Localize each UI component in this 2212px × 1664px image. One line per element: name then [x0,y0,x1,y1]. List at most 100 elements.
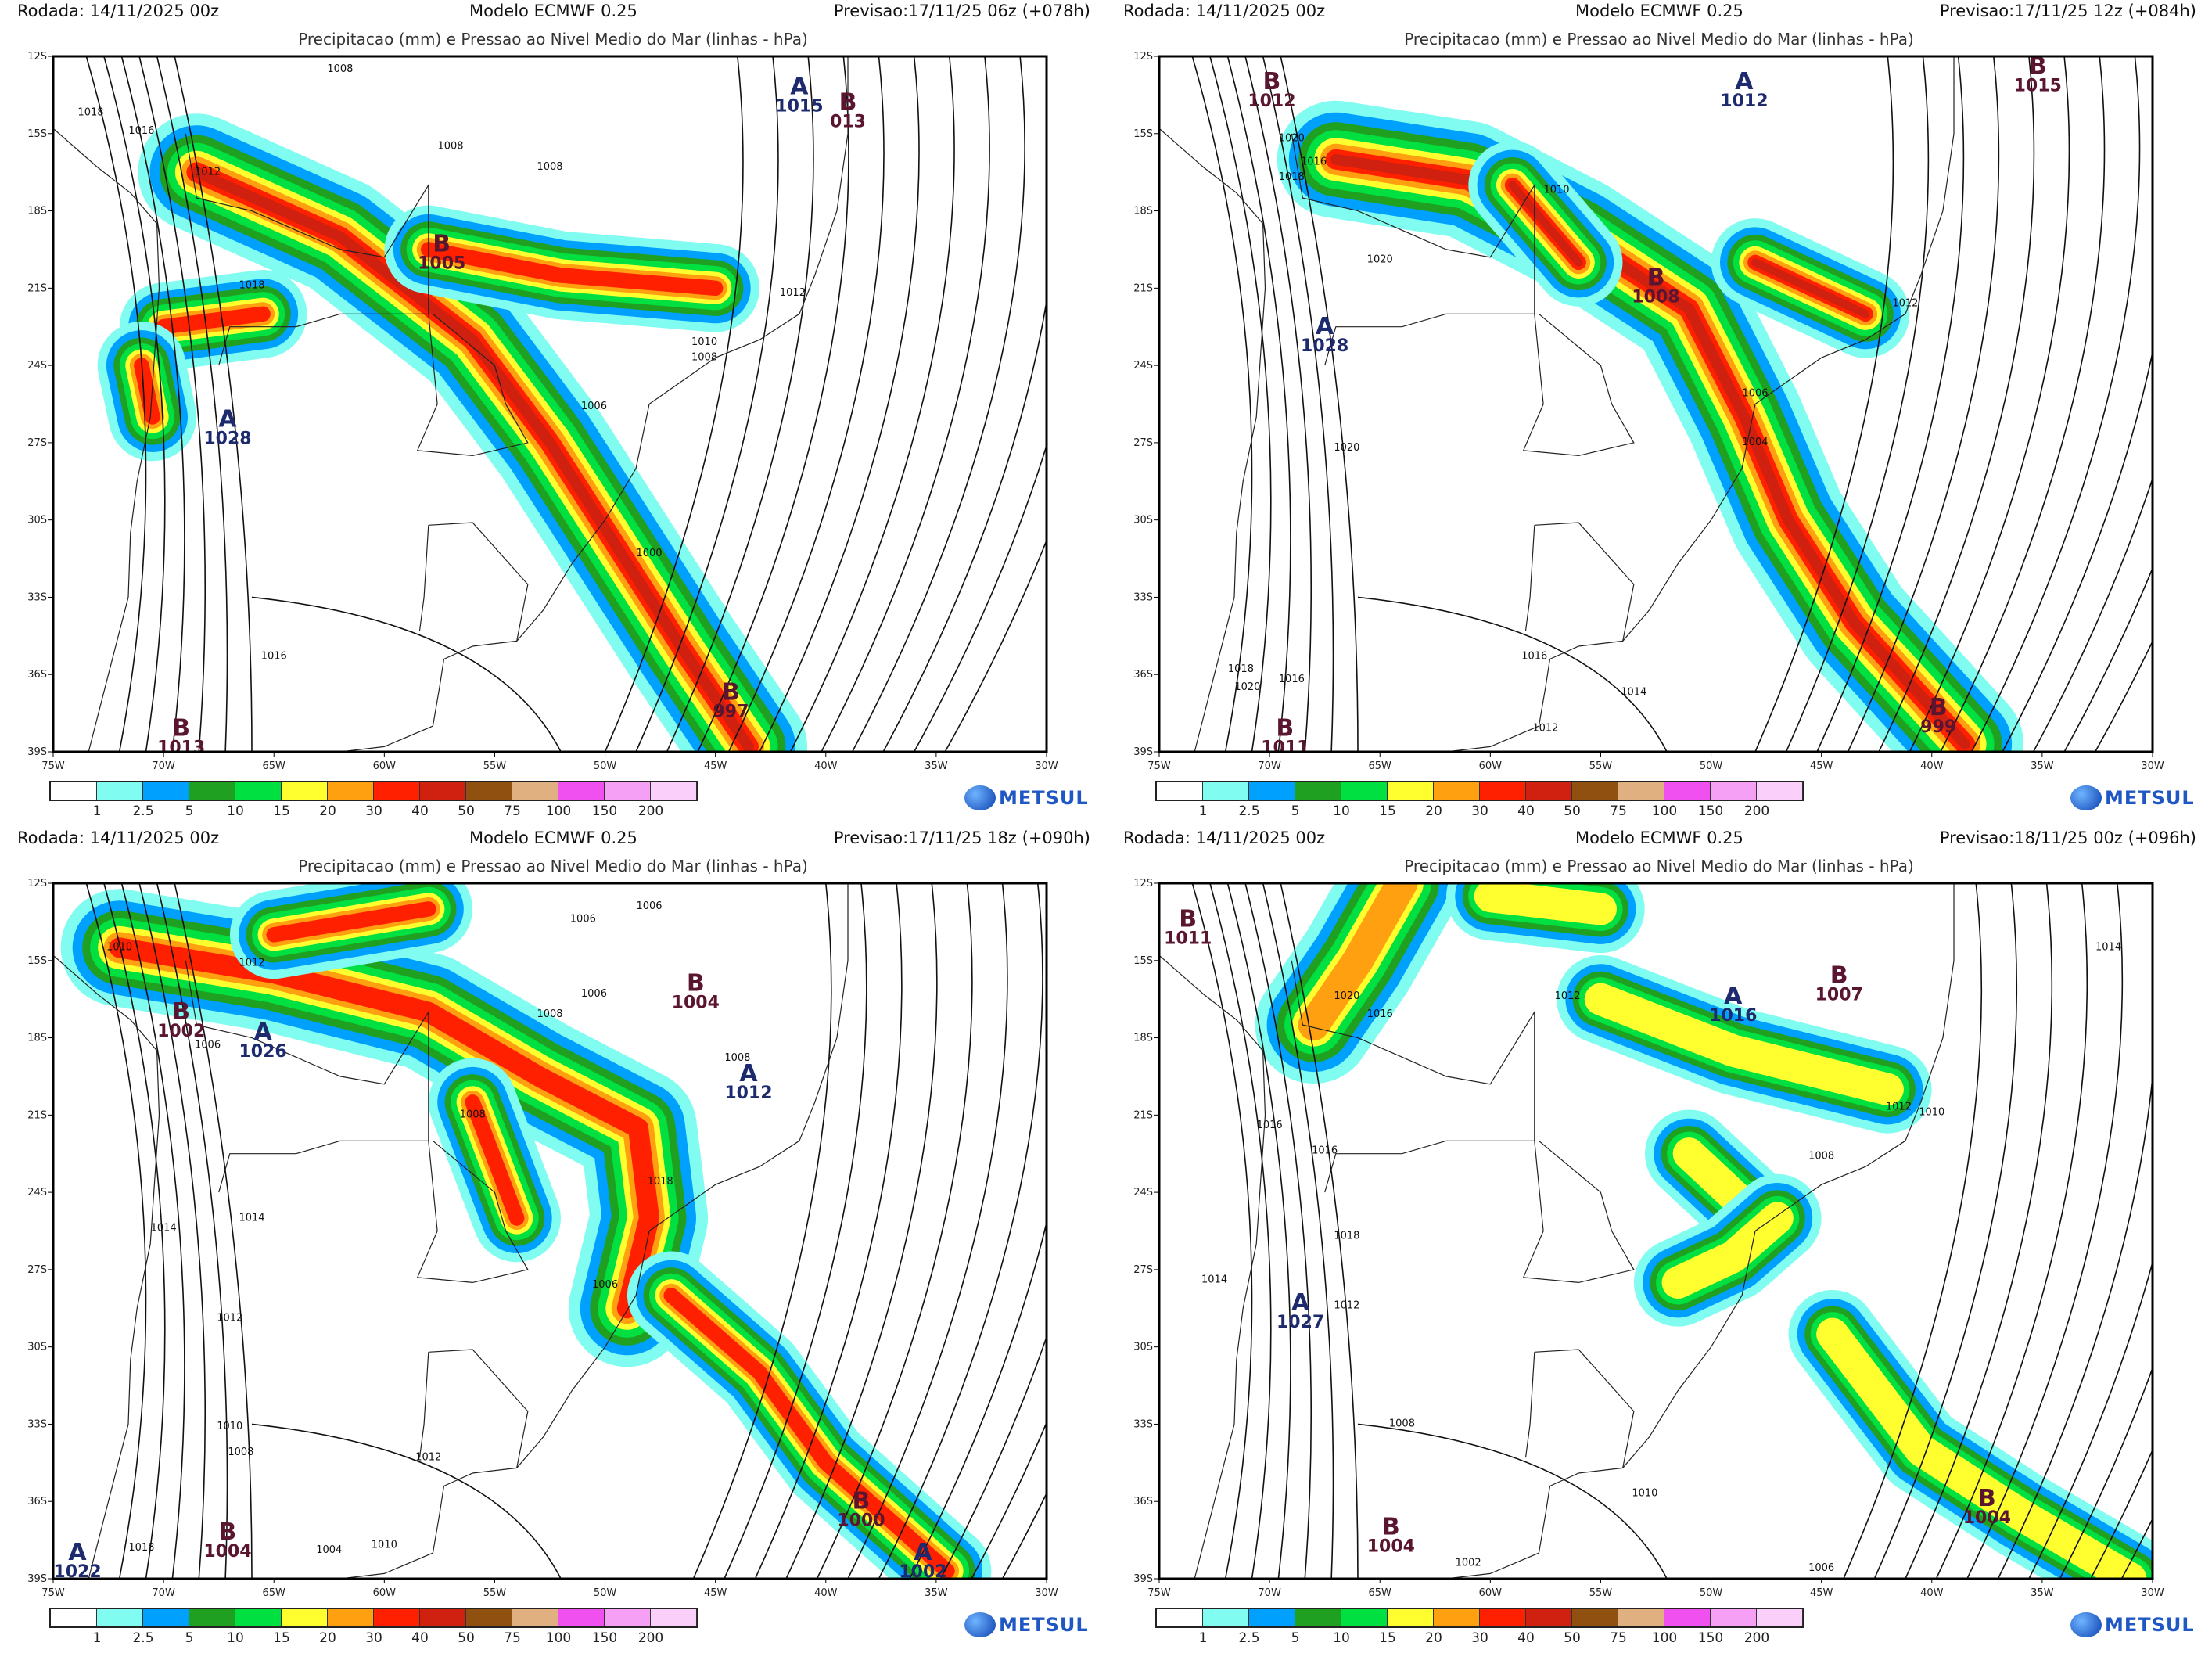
colorbar-label: 20 [1425,1630,1442,1646]
pressure-center-value: 1028 [1301,336,1348,356]
colorbar-swatch [1711,1609,1757,1626]
colorbar-label: 2.5 [1238,1630,1260,1646]
low-pressure-marker: B [1930,694,1948,721]
colorbar-swatch [143,782,189,800]
colorbar-swatch [466,782,512,800]
isobar-line [2028,1260,2153,1579]
colorbar-label: 15 [273,1630,290,1646]
colorbar-swatch [1757,1609,1803,1626]
longitude-tick-label: 30W [2141,1587,2164,1599]
high-pressure-marker: A [790,74,809,101]
isobar-label: 1006 [636,900,662,912]
isobar-line [1357,1423,1668,1579]
longitude-tick-label: 35W [2031,1587,2054,1599]
precip-contour [1661,1202,1794,1299]
latitude-tick-label: 21S [1133,282,1153,294]
colorbar-swatch [466,1609,512,1626]
precipitation-colorbar [1155,781,1804,801]
isobar-label: 1012 [217,1313,242,1324]
globe-icon [2070,785,2102,810]
longitude-tick-label: 75W [1147,760,1171,772]
map-title: Precipitacao (mm) e Pressao ao Nivel Med… [1404,30,1914,49]
colorbar-label: 30 [1471,803,1488,819]
isobar-label: 1006 [195,1040,221,1051]
colorbar-swatch [1480,782,1526,800]
colorbar-swatch [558,1609,605,1626]
colorbar-label: 10 [1333,1630,1350,1646]
forecast-panel: Rodada: 14/11/2025 00z Modelo ECMWF 0.25 P… [0,827,1106,1659]
isobar-line [1262,883,1334,1579]
isobar-label: 1014 [1201,1274,1227,1285]
pressure-center-value: 1007 [1815,986,1863,1005]
isobar-line [1226,883,1291,1579]
isobar-line [1909,56,2070,752]
isobar-line [2059,1366,2153,1579]
isobar-line [85,883,147,1579]
coastline [416,313,529,457]
colorbar-swatch [374,1609,420,1626]
isobar-label: 1012 [415,1452,441,1464]
isobar-line [85,56,147,752]
longitude-tick-label: 70W [152,760,175,772]
high-pressure-marker: A [1316,313,1334,340]
longitude-tick-label: 60W [373,1587,397,1599]
low-pressure-marker: B [722,678,740,706]
globe-icon [964,1612,996,1637]
low-pressure-marker: B [852,1487,870,1515]
low-pressure-marker: B [219,1518,237,1546]
colorbar-swatch [1341,1609,1388,1626]
precip-contour [1584,983,1904,1106]
colorbar-swatch [1572,782,1618,800]
pressure-center-value: 1011 [1261,739,1309,758]
colorbar-swatch [1341,782,1388,800]
low-pressure-marker: B [433,231,451,258]
isobar-label: 1006 [581,988,607,1000]
isobar-line [138,56,206,752]
low-pressure-marker: B [1262,68,1280,95]
longitude-tick-label: 50W [594,1587,617,1599]
isobar-label: 1012 [1334,1299,1359,1311]
colorbar-label: 20 [319,803,336,819]
colorbar-label: 75 [504,803,521,819]
isobar-line [120,56,185,752]
coastline [418,525,429,631]
forecast-panel: Rodada: 14/11/2025 00z Modelo ECMWF 0.25 P… [1106,827,2212,1659]
colorbar-swatch [282,782,328,800]
run-time-label: Rodada: 14/11/2025 00z [17,2,220,20]
colorbar-label: 100 [1651,803,1678,819]
latitude-tick-label: 33S [27,1418,47,1430]
longitude-tick-label: 45W [704,760,727,772]
colorbar-label: 2.5 [132,1630,154,1646]
low-pressure-marker: B [1276,715,1294,742]
coastline [339,56,849,752]
low-pressure-marker: B [839,88,857,116]
colorbar-label: 100 [545,1630,572,1646]
isobar-label: 1008 [724,1052,750,1064]
longitude-tick-label: 40W [814,1587,838,1599]
precipitation-pressure-map: 1010 1012 1006 1006 1006 1006 1008 1008 1008 1018… [27,878,1058,1599]
colorbar-label: 200 [1743,1630,1770,1646]
isobar-line [1785,56,1930,752]
pressure-center-value: 1012 [724,1084,772,1103]
isobar-label: 1018 [1228,663,1254,675]
pressure-center-value: 1027 [1277,1313,1324,1332]
colorbar-label: 5 [185,1630,194,1646]
isobar-label: 1006 [1742,388,1768,400]
isobar-label: 1016 [1257,1120,1283,1131]
longitude-tick-label: 40W [1920,760,1944,772]
isobar-label: 1020 [1279,133,1305,145]
isobar-line [789,56,955,752]
colorbar-label: 1 [92,1630,102,1646]
coastline [1534,1349,1635,1468]
pressure-center-value: 1012 [1720,92,1768,111]
longitude-tick-label: 70W [1258,1587,1281,1599]
colorbar-label: 1 [92,803,102,819]
colorbar-label: 40 [411,1630,429,1646]
precipitation-pressure-map: 1008 1018 1016 1012 1008 1008 1018 1006 1010 1008… [27,51,1058,772]
high-pressure-marker: A [218,405,237,433]
colorbar-label: 75 [1610,1630,1627,1646]
colorbar-label: 150 [1697,803,1724,819]
colorbar-label: 150 [1697,1630,1724,1646]
isobar-line [1191,883,1253,1579]
precipitation-colorbar [1155,1608,1804,1628]
